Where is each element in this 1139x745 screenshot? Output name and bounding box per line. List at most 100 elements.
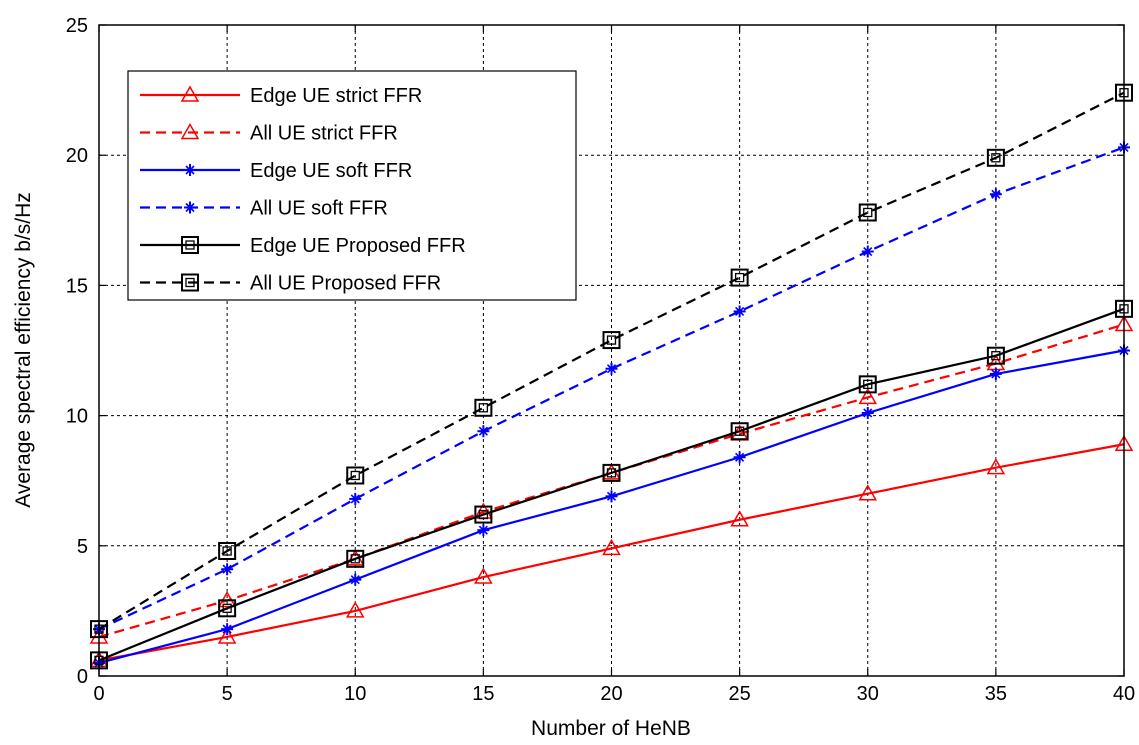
star-marker-center [865, 410, 871, 416]
star-marker-center [993, 191, 999, 197]
legend-item-edge-ue-strict-ffr: Edge UE strict FFR [140, 85, 422, 107]
triangle-marker [180, 85, 200, 102]
triangle-marker [602, 538, 621, 556]
triangle-marker [730, 510, 749, 527]
square-marker [986, 148, 1005, 167]
series-line [98, 323, 1125, 638]
square-marker [181, 236, 199, 254]
star-marker-center [737, 454, 743, 460]
star-marker [349, 573, 362, 586]
x-tick-label: 40 [1113, 683, 1135, 705]
square-marker-inner [863, 379, 873, 390]
square-marker-inner [478, 509, 489, 520]
square-marker [474, 505, 493, 524]
square-marker-inner [222, 546, 232, 556]
x-axis-label: Number of HeNB [531, 717, 691, 740]
series-edge-ue-proposed-ffr [90, 299, 1133, 670]
y-axis-label: Average spectral efficiency b/s/Hz [12, 192, 35, 508]
triangle-marker [986, 458, 1006, 475]
legend-item-all-ue-soft-ffr: All UE soft FFR [140, 198, 388, 220]
legend-item-all-ue-proposed-ffr: All UE Proposed FFR [140, 273, 441, 295]
square-marker-inner [734, 272, 745, 283]
star-marker [989, 367, 1002, 380]
x-tick-label: 0 [93, 683, 104, 705]
series-edge-ue-soft-ffr [93, 344, 1130, 669]
y-tick-label: 0 [77, 666, 88, 688]
x-tick-label: 15 [472, 683, 494, 705]
square-marker [730, 422, 749, 441]
triangle-marker [858, 387, 878, 405]
square-marker [181, 273, 199, 292]
square-marker [346, 466, 365, 485]
star-marker-center [187, 205, 193, 210]
star-marker-center [187, 167, 193, 173]
square-marker [986, 346, 1005, 365]
series-line [98, 443, 1125, 662]
star-marker-center [609, 366, 614, 372]
star-marker-center [352, 577, 358, 583]
star-marker-center [352, 496, 358, 502]
legend-item-edge-ue-proposed-ffr: Edge UE Proposed FFR [140, 235, 466, 257]
legend-label: All UE Proposed FFR [250, 273, 441, 295]
square-marker-inner [991, 153, 1001, 163]
square-marker [858, 375, 877, 394]
x-tick-label: 20 [600, 683, 622, 705]
square-marker-inner [222, 603, 232, 613]
legend-label: Edge UE Proposed FFR [250, 235, 466, 257]
y-tick-label: 20 [66, 145, 88, 167]
y-tick-label: 25 [66, 15, 88, 37]
square-marker-inner [606, 468, 617, 478]
legend-box [127, 70, 577, 301]
star-marker [477, 425, 490, 438]
series-line [98, 146, 1125, 631]
x-tick-label: 30 [857, 683, 879, 705]
square-marker [474, 398, 493, 417]
star-marker [477, 524, 490, 537]
star-marker [184, 164, 196, 176]
star-marker [733, 451, 746, 464]
legend-items: Edge UE strict FFR All UE strict FFR Edge … [140, 85, 466, 295]
square-marker-inner [185, 240, 195, 250]
square-marker [602, 463, 621, 482]
legend-label: Edge UE strict FFR [250, 85, 422, 107]
legend-label: Edge UE soft FFR [250, 160, 412, 182]
x-tick-label: 10 [344, 683, 366, 705]
star-marker [861, 406, 874, 419]
square-marker-inner [863, 207, 873, 218]
star-marker [605, 362, 618, 375]
triangle-marker [345, 601, 365, 618]
star-marker-center [224, 566, 230, 572]
y-tick-label: 5 [77, 536, 88, 558]
star-marker [861, 245, 874, 258]
square-marker [858, 203, 877, 222]
square-marker [346, 549, 365, 568]
square-marker-inner [734, 426, 745, 436]
series-line [98, 307, 1125, 662]
square-marker [218, 542, 237, 561]
square-marker-inner [991, 351, 1001, 361]
legend-label: All UE soft FFR [250, 198, 388, 220]
star-marker [184, 201, 196, 214]
y-tick-label: 15 [66, 275, 88, 297]
square-marker [218, 599, 237, 618]
square-marker-inner [350, 554, 360, 564]
x-tick-label: 25 [729, 683, 751, 705]
star-marker-center [224, 626, 230, 632]
star-marker-center [480, 527, 486, 533]
legend-item-all-ue-strict-ffr: All UE strict FFR [140, 123, 398, 145]
star-marker [989, 188, 1002, 201]
square-marker-inner [350, 470, 360, 481]
triangle-marker [180, 122, 200, 140]
x-tick-label: 35 [985, 683, 1007, 705]
legend: Edge UE strict FFR All UE strict FFR Edge … [127, 70, 577, 301]
star-marker-center [737, 308, 743, 314]
star-marker-center [993, 371, 999, 377]
star-marker [349, 492, 362, 505]
triangle-marker [858, 484, 878, 501]
triangle-marker [474, 567, 493, 584]
legend-label: All UE strict FFR [250, 123, 398, 145]
star-marker-center [609, 493, 614, 499]
star-marker [605, 490, 618, 503]
square-marker-inner [478, 403, 489, 413]
